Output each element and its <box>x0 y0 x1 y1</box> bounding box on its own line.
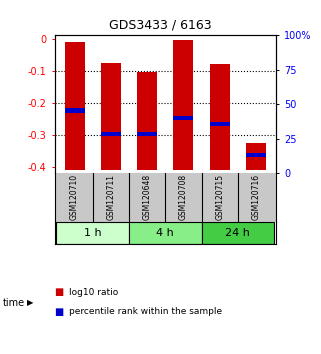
Text: GSM120715: GSM120715 <box>215 173 224 219</box>
Text: GSM120711: GSM120711 <box>106 173 115 219</box>
Text: GSM120710: GSM120710 <box>70 173 79 219</box>
Bar <box>173 40 194 170</box>
Text: time: time <box>3 298 25 308</box>
Bar <box>210 122 230 126</box>
Text: GDS3433 / 6163: GDS3433 / 6163 <box>109 18 212 31</box>
Text: percentile rank within the sample: percentile rank within the sample <box>69 307 222 316</box>
Bar <box>101 63 121 170</box>
Text: GSM120708: GSM120708 <box>179 173 188 219</box>
Bar <box>246 153 266 158</box>
Bar <box>65 42 84 170</box>
Bar <box>101 132 121 136</box>
Text: 24 h: 24 h <box>225 228 250 238</box>
Bar <box>246 143 266 170</box>
Text: 4 h: 4 h <box>156 228 174 238</box>
Bar <box>137 72 157 170</box>
Text: ■: ■ <box>55 287 64 297</box>
Text: log10 ratio: log10 ratio <box>69 287 118 297</box>
Bar <box>137 132 157 136</box>
Bar <box>56 222 129 244</box>
Bar <box>65 108 84 113</box>
Text: ▶: ▶ <box>27 298 34 307</box>
Bar <box>173 116 194 120</box>
Bar <box>210 64 230 170</box>
Bar <box>202 222 274 244</box>
Text: GSM120648: GSM120648 <box>143 173 152 219</box>
Bar <box>129 222 202 244</box>
Text: ■: ■ <box>55 307 64 316</box>
Text: GSM120716: GSM120716 <box>252 173 261 219</box>
Text: 1 h: 1 h <box>84 228 101 238</box>
